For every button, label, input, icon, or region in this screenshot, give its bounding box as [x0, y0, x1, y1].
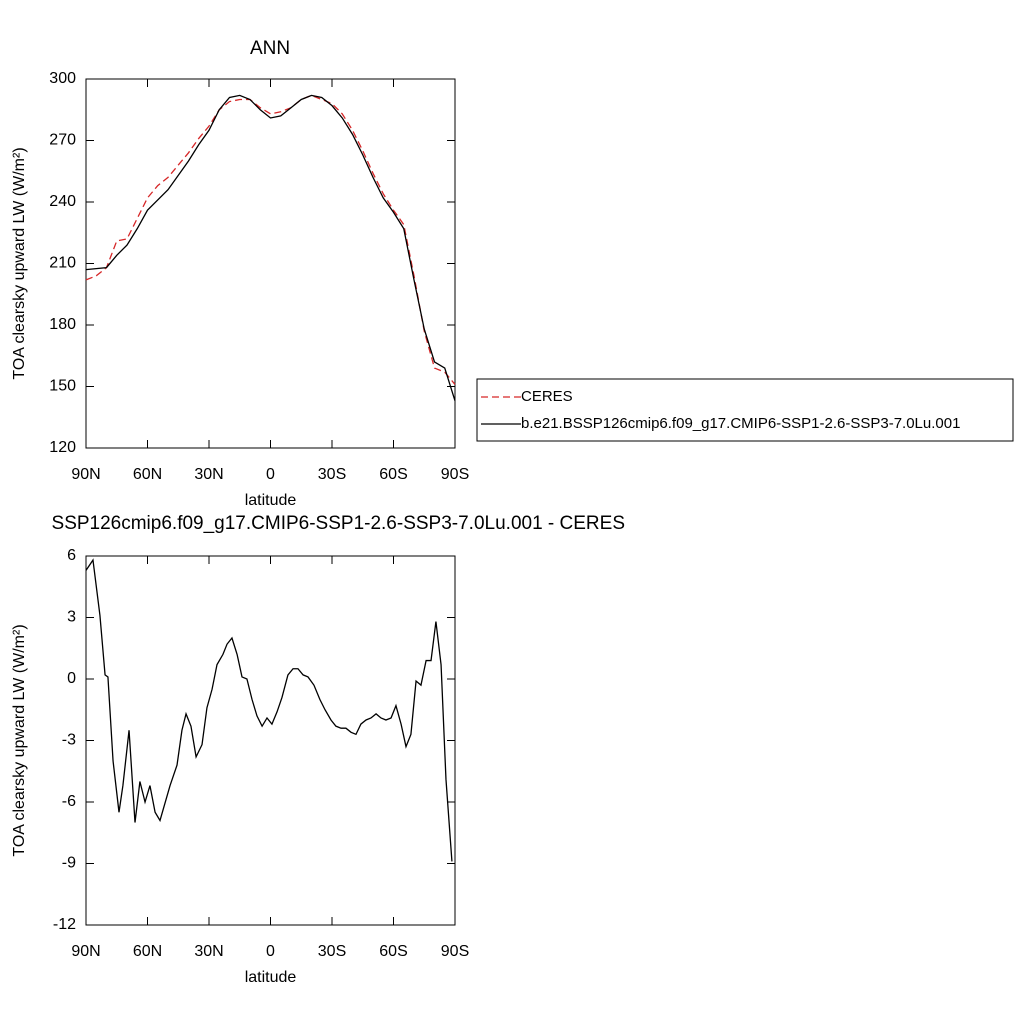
x-tick-label: 90S: [441, 466, 469, 483]
x-axis-label: latitude: [245, 492, 297, 509]
x-tick-label: 30N: [194, 466, 223, 483]
y-tick-label: 120: [49, 439, 76, 456]
y-tick-label: 240: [49, 193, 76, 210]
chart-title: ANN: [250, 38, 290, 59]
x-tick-label: 0: [266, 466, 275, 483]
y-axis-label: TOA clearsky upward LW (W/m²): [11, 624, 28, 856]
y-tick-label: -9: [62, 855, 76, 872]
x-axis-label: latitude: [245, 969, 297, 986]
data-line: [85, 94, 456, 385]
legend-box: [476, 378, 1014, 442]
plot-frame: [85, 555, 456, 926]
y-tick-label: -12: [53, 916, 76, 933]
chart-title: SSP126cmip6.f09_g17.CMIP6-SSP1-2.6-SSP3-…: [52, 513, 625, 534]
y-tick-label: 300: [49, 70, 76, 87]
x-tick-label: 60N: [133, 466, 162, 483]
plot-frame: [85, 78, 456, 449]
x-tick-label: 30S: [318, 466, 346, 483]
data-line: [85, 94, 456, 402]
y-axis-label: TOA clearsky upward LW (W/m²): [11, 147, 28, 379]
x-tick-label: 0: [266, 943, 275, 960]
y-tick-label: 6: [67, 547, 76, 564]
x-tick-label: 60S: [379, 943, 407, 960]
x-tick-label: 60S: [379, 466, 407, 483]
legend-label: CERES: [521, 388, 573, 405]
x-tick-label: 60N: [133, 943, 162, 960]
data-line: [85, 558, 453, 862]
x-tick-label: 30N: [194, 943, 223, 960]
x-tick-label: 90N: [71, 943, 100, 960]
y-tick-label: 180: [49, 316, 76, 333]
y-tick-label: -6: [62, 793, 76, 810]
x-tick-label: 30S: [318, 943, 346, 960]
y-tick-label: 0: [67, 670, 76, 687]
y-tick-label: -3: [62, 732, 76, 749]
x-tick-label: 90N: [71, 466, 100, 483]
x-tick-label: 90S: [441, 943, 469, 960]
y-tick-label: 3: [67, 609, 76, 626]
y-tick-label: 150: [49, 378, 76, 395]
y-tick-label: 210: [49, 255, 76, 272]
legend-label: b.e21.BSSP126cmip6.f09_g17.CMIP6-SSP1-2.…: [521, 415, 960, 432]
y-tick-label: 270: [49, 132, 76, 149]
